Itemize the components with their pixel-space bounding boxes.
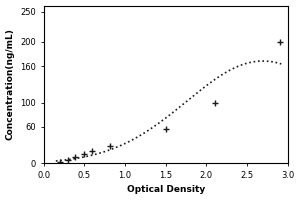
Y-axis label: Concentration(ng/mL): Concentration(ng/mL) [6, 28, 15, 140]
X-axis label: Optical Density: Optical Density [127, 185, 205, 194]
